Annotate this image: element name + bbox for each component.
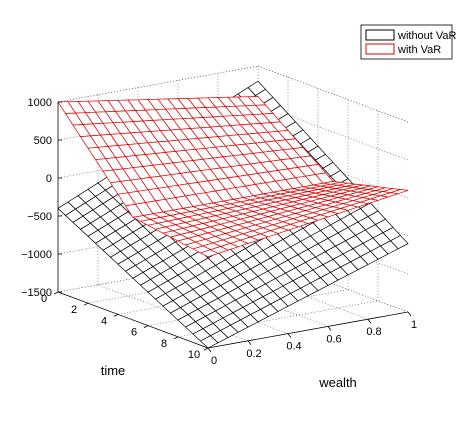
x-tick-label: 1 xyxy=(411,319,417,331)
grid-line-z xyxy=(57,141,259,179)
z-tick-label: −1000 xyxy=(21,249,52,261)
y-tick-label: 8 xyxy=(161,338,167,350)
x-tick-mark xyxy=(367,318,372,324)
x-tick-mark xyxy=(327,326,332,331)
x-tick-mark xyxy=(407,311,412,317)
legend-label-without-var: without VaR xyxy=(397,30,457,42)
y-tick-mark xyxy=(143,325,149,328)
legend-label-with-var: with VaR xyxy=(397,44,441,56)
legend-swatch-without-var xyxy=(365,29,395,41)
z-tick-label: 0 xyxy=(46,173,52,185)
grid-line-y xyxy=(117,278,319,315)
y-tick-mark xyxy=(53,291,59,295)
grid-line-y xyxy=(87,266,289,304)
x-axis-title: wealth xyxy=(318,375,357,390)
y-tick-mark xyxy=(173,336,179,340)
y-axis-title: time xyxy=(101,363,126,378)
grid-line-z xyxy=(57,255,259,293)
x-tick-label: 0.4 xyxy=(286,341,301,353)
surface-with-var xyxy=(57,96,409,258)
legend-swatch-with-var xyxy=(365,43,395,55)
y-axis-line xyxy=(57,291,209,349)
z-tick-label: 500 xyxy=(34,135,52,147)
x-tick-label: 0.2 xyxy=(246,348,261,360)
surfaces xyxy=(57,80,409,349)
grid-line-z xyxy=(57,217,259,255)
x-tick-label: 0.6 xyxy=(326,333,341,345)
y-tick-label: 0 xyxy=(41,293,47,305)
legend: without VaR with VaR xyxy=(360,24,457,60)
x-axis-line xyxy=(207,311,409,349)
x-tick-mark xyxy=(287,333,292,338)
x-tick-mark xyxy=(207,347,212,353)
z-tick-label: −1500 xyxy=(21,287,52,299)
y-tick-label: 2 xyxy=(71,304,77,316)
x-tick-label: 0.8 xyxy=(366,326,381,338)
y-tick-mark xyxy=(113,314,119,317)
surface-cell xyxy=(199,335,219,349)
grid-line-z xyxy=(57,65,259,103)
tick-labels: 00.20.40.60.81024681010005000−500−1000−1… xyxy=(21,97,417,367)
x-tick-label: 0 xyxy=(211,355,217,367)
surface-cell xyxy=(199,249,219,258)
z-tick-label: −500 xyxy=(27,211,52,223)
y-tick-label: 10 xyxy=(188,349,200,361)
z-tick-label: 1000 xyxy=(28,97,52,109)
y-tick-label: 4 xyxy=(101,315,107,327)
x-tick-mark xyxy=(247,340,252,346)
y-tick-mark xyxy=(203,347,209,351)
y-tick-mark xyxy=(83,302,89,306)
y-tick-label: 6 xyxy=(131,327,137,339)
legend-box xyxy=(360,24,453,60)
